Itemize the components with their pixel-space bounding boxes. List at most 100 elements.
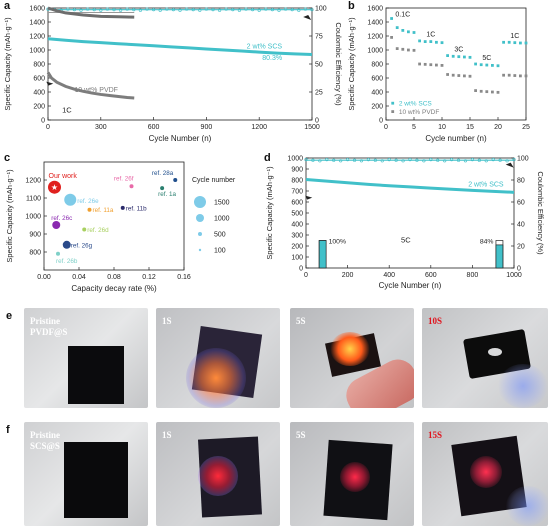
- point-pvdf: [502, 73, 505, 77]
- size-legend-marker: [194, 196, 206, 208]
- ce-point: [380, 159, 384, 163]
- y2-tick-label: 25: [315, 90, 323, 97]
- photo-e-5s: 5S: [290, 308, 414, 408]
- legend-marker-pvdf: [391, 110, 395, 113]
- y-tick-label: 600: [371, 76, 383, 83]
- x-tick-label: 1000: [506, 272, 522, 279]
- size-legend-label: 100: [214, 248, 226, 255]
- burn-hole: [488, 348, 502, 356]
- point-pvdf: [446, 73, 449, 76]
- x-tick-label: 0: [304, 272, 308, 279]
- point-pvdf: [468, 74, 472, 78]
- photo-e-1s-label: 1S: [162, 316, 172, 326]
- point-label: ref. 28a: [152, 170, 174, 177]
- rate-label: 5C: [482, 55, 491, 62]
- data-point: [52, 221, 61, 229]
- y-tick-label: 200: [291, 244, 303, 251]
- panel-a: a 0 300 600 900 1200 1500 0 200 400 600 800 1000 120…: [0, 0, 346, 150]
- data-point: [62, 240, 71, 249]
- ce-point: [484, 159, 488, 163]
- y-tick-label: 300: [291, 233, 303, 240]
- flame: [330, 332, 370, 366]
- point-scs: [451, 54, 455, 58]
- point-label: ref. 1a: [158, 191, 176, 198]
- panel-f: f Pristine SCS@S 1S 5S 15S: [0, 420, 554, 530]
- right-axis-arrow: [303, 14, 312, 20]
- y-tick-label: 1400: [367, 20, 383, 27]
- x-tick-label: 200: [342, 272, 354, 279]
- point-scs: [513, 41, 517, 45]
- y-tick-label: 800: [33, 62, 45, 69]
- rate-label: 3C: [454, 46, 463, 53]
- panel-c-label: c: [4, 152, 11, 164]
- y2-tick-label: 40: [517, 222, 525, 229]
- point-pvdf: [474, 89, 477, 92]
- photo-e-pristine-label: Pristine PVDF@S: [30, 316, 68, 337]
- point-scs: [429, 40, 433, 43]
- y-tick-label: 700: [291, 189, 303, 196]
- y2-tick-label: 0: [517, 266, 521, 273]
- y2-tick-label: 20: [517, 244, 525, 251]
- x-tick-label: 10: [438, 124, 446, 131]
- point-pvdf: [485, 90, 489, 94]
- photo-f-5s-label: 5S: [296, 430, 306, 440]
- point-scs: [390, 17, 393, 20]
- star-icon: ★: [51, 183, 58, 192]
- pvdf-upper-curve: [47, 6, 135, 19]
- point-pvdf: [457, 74, 461, 77]
- y-tick-label: 400: [371, 90, 383, 97]
- x-axis-label: Cycle Number (n): [149, 134, 212, 143]
- photo-f-1s-label: 1S: [162, 430, 172, 440]
- photo-f-5s: 5S: [290, 422, 414, 526]
- point-scs: [474, 62, 477, 66]
- y-tick-label: 1400: [29, 20, 45, 27]
- chart-d: 0 200 400 600 800 100001002003004005006007008…: [265, 156, 545, 291]
- point-pvdf: [412, 48, 416, 52]
- x-axis-label: Capacity decay rate (%): [71, 284, 157, 293]
- point-scs: [457, 55, 461, 59]
- series-pvdf-line: [46, 71, 135, 100]
- x-tick-label: 400: [383, 272, 395, 279]
- point-label: ref. 11b: [126, 205, 147, 212]
- y-tick-label: 1000: [29, 48, 45, 55]
- chart-a: 0 300 600 900 1200 15000200400600800100012001…: [3, 6, 343, 144]
- data-point: [173, 178, 178, 182]
- size-legend-label: 1500: [214, 200, 230, 207]
- data-point: [82, 227, 87, 232]
- ce-point: [422, 159, 426, 163]
- panel-f-label: f: [6, 424, 10, 436]
- data-point: [56, 251, 60, 256]
- ce-point: [318, 159, 322, 163]
- y-tick-label: 400: [291, 222, 303, 229]
- retention-bar: [318, 240, 327, 269]
- our-work-label: Our work: [49, 173, 78, 180]
- point-scs: [412, 31, 416, 34]
- point-label: ref. 11a: [93, 207, 114, 214]
- series-pvdf-label: 10 wt% PVDF: [74, 87, 118, 94]
- x-tick-label: 1200: [251, 124, 267, 131]
- point-pvdf: [519, 74, 522, 78]
- panel-d-label: d: [264, 152, 271, 164]
- plot-frame: [47, 7, 313, 121]
- x-tick-label: 600: [425, 272, 437, 279]
- y2-tick-label: 50: [315, 62, 323, 69]
- point-scs: [519, 41, 522, 45]
- y-tick-label: 800: [29, 250, 41, 257]
- series-scs-line: [47, 37, 313, 57]
- series-scs-line: [305, 177, 515, 194]
- point-scs: [496, 64, 500, 68]
- y-tick-label: 200: [33, 104, 45, 111]
- rate-label: 1C: [510, 33, 519, 40]
- data-point: [160, 186, 165, 191]
- size-legend-marker: [196, 214, 204, 222]
- y-tick-label: 1000: [25, 214, 41, 221]
- y-tick-label: 1200: [367, 34, 383, 41]
- x-tick-label: 15: [466, 124, 474, 131]
- ce-point: [463, 159, 468, 163]
- ce-point: [359, 159, 364, 163]
- y-axis-label: Specific Capacity (mAh·g⁻¹): [3, 17, 12, 111]
- y-tick-label: 600: [291, 200, 303, 207]
- x-tick-label: 0.00: [37, 274, 51, 281]
- point-pvdf: [507, 73, 511, 77]
- sample-film: [68, 346, 124, 404]
